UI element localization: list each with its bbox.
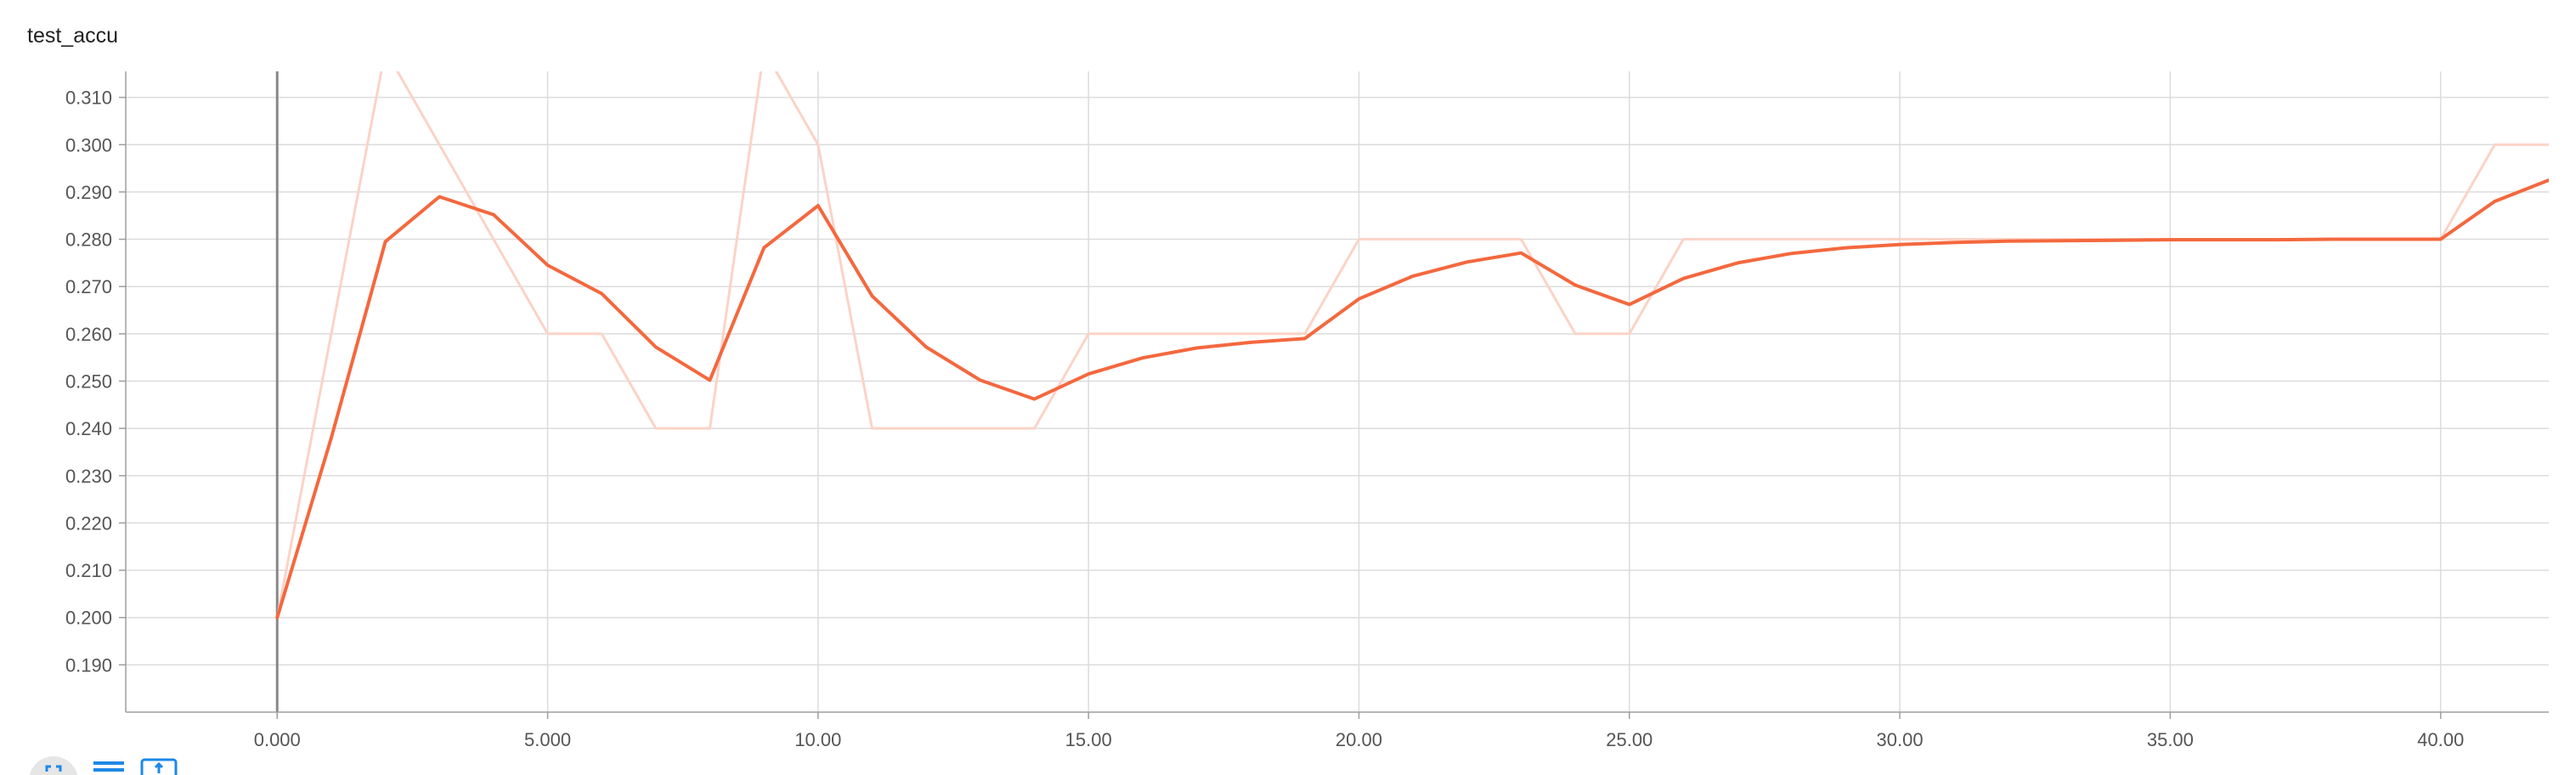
x-tick-label: 25.00 xyxy=(1606,729,1652,750)
x-tick-label: 20.00 xyxy=(1336,729,1382,750)
y-tick-label: 0.300 xyxy=(65,134,112,156)
x-tick-label: 35.00 xyxy=(2147,729,2194,750)
toggle-log-scale-button[interactable] xyxy=(92,756,126,775)
y-tick-label: 0.250 xyxy=(65,371,112,392)
y-tick-label: 0.290 xyxy=(65,182,112,203)
grid xyxy=(126,71,2549,712)
expand-icon xyxy=(29,756,78,775)
y-tick-label: 0.200 xyxy=(65,608,112,629)
x-tick-label: 5.000 xyxy=(524,729,571,750)
x-tick-label: 10.00 xyxy=(794,729,841,750)
x-axis-ticks: 0.000 5.000 10.00 15.00 20.00 25.00 30.00 35.00… xyxy=(254,712,2464,750)
y-tick-label: 0.190 xyxy=(65,654,112,676)
series-line-smoothed xyxy=(275,178,2549,619)
x-tick-label: 0.000 xyxy=(254,729,301,750)
fit-domain-icon xyxy=(140,758,178,775)
y-tick-label: 0.270 xyxy=(65,276,112,297)
chart-toolbar xyxy=(29,756,199,775)
series xyxy=(275,71,2549,619)
y-tick-label: 0.280 xyxy=(65,229,112,251)
expand-button[interactable] xyxy=(29,756,78,775)
x-tick-label: 15.00 xyxy=(1065,729,1112,750)
y-tick-label: 0.220 xyxy=(65,512,112,534)
y-tick-label: 0.260 xyxy=(65,324,112,345)
y-tick-label: 0.310 xyxy=(65,88,112,109)
y-tick-label: 0.210 xyxy=(65,560,112,581)
x-tick-label: 30.00 xyxy=(1877,729,1924,750)
chart[interactable]: 0.190 0.200 0.210 0.220 0.230 0.240 0.250 0.260… xyxy=(0,0,2576,756)
y-axis-ticks: 0.190 0.200 0.210 0.220 0.230 0.240 0.250 0.260… xyxy=(65,88,126,676)
chart-title: test_accu xyxy=(27,24,119,48)
x-tick-label: 40.00 xyxy=(2417,729,2464,750)
y-tick-label: 0.230 xyxy=(65,466,112,487)
y-tick-label: 0.240 xyxy=(65,418,112,439)
toggle-log-scale-icon xyxy=(93,761,124,772)
fit-domain-button[interactable] xyxy=(139,756,178,775)
axes xyxy=(125,71,2549,713)
